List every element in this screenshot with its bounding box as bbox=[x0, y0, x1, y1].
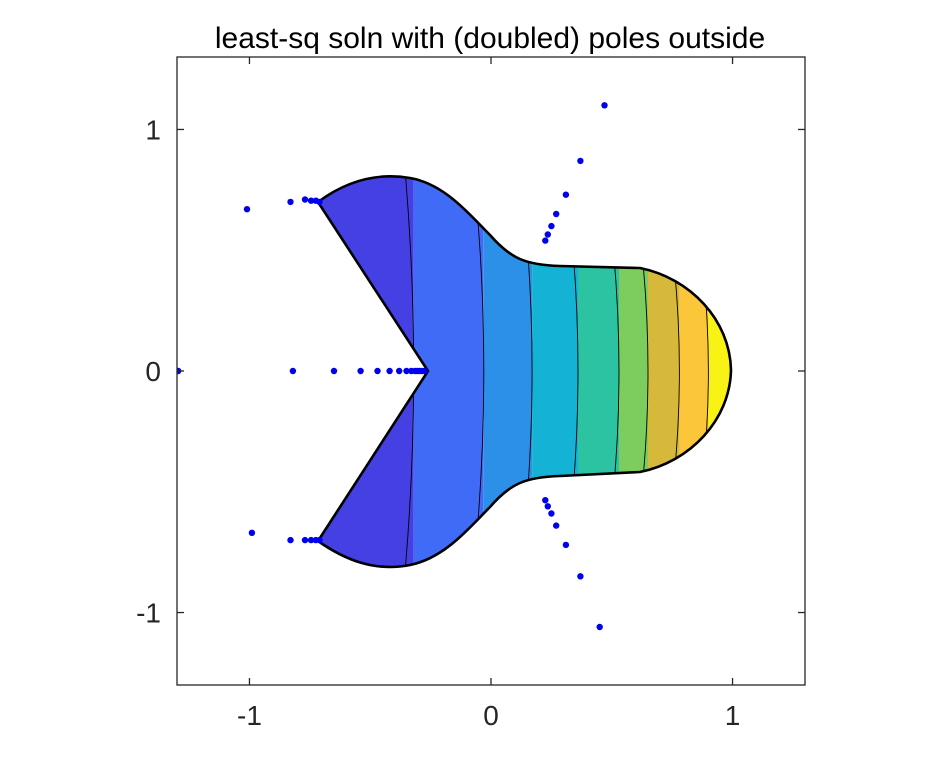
pole-point bbox=[330, 367, 338, 375]
pole-point bbox=[553, 522, 560, 529]
y-tick-labels: -1 0 1 bbox=[136, 115, 161, 629]
pole-point bbox=[548, 510, 555, 517]
x-tick-label: 0 bbox=[483, 700, 499, 731]
pole-point bbox=[542, 497, 549, 504]
pole-point bbox=[287, 198, 294, 206]
x-tick-labels: -1 0 1 bbox=[237, 700, 740, 731]
pole-point bbox=[243, 206, 251, 213]
pole-point bbox=[374, 367, 381, 375]
pole-point bbox=[307, 536, 315, 544]
poles bbox=[177, 102, 608, 631]
pole-point bbox=[357, 367, 364, 375]
pole-point bbox=[544, 503, 551, 510]
x-tick-label: -1 bbox=[237, 700, 262, 731]
chart-title: least-sq soln with (doubled) poles outsi… bbox=[215, 22, 765, 55]
pole-point bbox=[307, 197, 315, 204]
pole-point bbox=[421, 367, 428, 375]
axis-ticks bbox=[177, 57, 805, 685]
pole-point bbox=[577, 573, 584, 580]
pole-point bbox=[553, 210, 560, 218]
pole-point bbox=[562, 541, 570, 549]
pole-point bbox=[548, 222, 555, 230]
pole-point bbox=[601, 102, 608, 109]
pole-point bbox=[562, 191, 570, 198]
pole-point bbox=[248, 529, 256, 536]
x-tick-label: 1 bbox=[725, 700, 741, 731]
y-tick-label: 0 bbox=[145, 356, 161, 387]
pole-point bbox=[301, 196, 309, 203]
pole-point bbox=[289, 367, 297, 375]
region-boundary bbox=[316, 174, 733, 569]
pole-point bbox=[287, 536, 294, 544]
pole-point bbox=[403, 367, 410, 375]
y-tick-label: 1 bbox=[145, 115, 161, 146]
y-tick-label: -1 bbox=[136, 598, 161, 629]
pole-point bbox=[316, 198, 323, 206]
pole-point bbox=[301, 536, 309, 544]
pole-point bbox=[396, 367, 403, 375]
pole-point bbox=[577, 157, 584, 165]
pole-point bbox=[544, 231, 551, 238]
pole-point bbox=[542, 237, 549, 244]
pole-point bbox=[316, 536, 323, 544]
pole-point bbox=[596, 623, 603, 631]
pole-point bbox=[386, 367, 393, 375]
